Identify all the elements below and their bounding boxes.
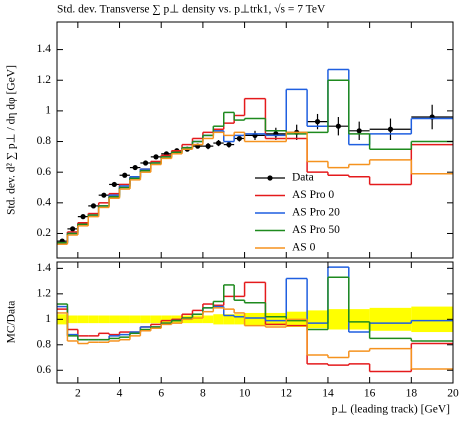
uncertainty-band [369, 307, 412, 331]
uncertainty-band [109, 315, 120, 324]
data-point [153, 154, 159, 160]
y-tick-label: 0.4 [37, 196, 52, 208]
data-point [132, 164, 138, 171]
y-tick-label: 0.8 [37, 135, 52, 147]
x-axis-label: p⊥ (leading track) [GeV] [332, 404, 450, 416]
uncertainty-band [140, 315, 151, 324]
data-point [226, 141, 232, 148]
plot-frame [56, 261, 454, 384]
uncertainty-band [150, 315, 162, 324]
x-tick-label: 14 [322, 388, 334, 400]
data-point [111, 181, 117, 188]
legend-label: AS 0 [292, 242, 316, 254]
data-point [387, 126, 394, 132]
uncertainty-band [234, 314, 245, 325]
x-tick-label: 6 [158, 388, 164, 400]
uncertainty-band [161, 315, 172, 324]
data-point [215, 140, 222, 146]
uncertainty-band [129, 315, 141, 324]
uncertainty-band [192, 315, 203, 324]
data-point [335, 123, 341, 129]
y-tick-label: 1.4 [37, 43, 52, 55]
x-tick-label: 16 [364, 388, 376, 400]
uncertainty-band [307, 310, 328, 329]
x-tick-label: 2 [75, 388, 81, 400]
data-point [205, 143, 211, 149]
uncertainty-band [98, 315, 110, 324]
data-point [90, 203, 97, 209]
x-tick-label: 4 [117, 388, 123, 400]
legend-marker [267, 175, 273, 181]
y-tick-label: 1.2 [37, 287, 52, 299]
uncertainty-band [77, 315, 89, 324]
data-point [356, 128, 362, 134]
y-tick-label: 1 [45, 313, 51, 325]
x-tick-label: 8 [200, 388, 206, 400]
chart-title: Std. dev. Transverse ∑ p⊥ density vs. p⊥… [57, 3, 326, 16]
ratio-y-axis-label: MC/Data [6, 301, 18, 344]
x-tick-label: 18 [406, 388, 418, 400]
uncertainty-band [67, 315, 78, 324]
y-tick-label: 0.8 [37, 338, 52, 350]
uncertainty-band [202, 315, 214, 324]
uncertainty-band [223, 314, 235, 325]
uncertainty-band [244, 312, 266, 326]
x-tick-label: 20 [447, 388, 459, 400]
x-tick-label: 10 [239, 388, 251, 400]
legend-label: AS Pro 0 [292, 189, 334, 201]
y-tick-label: 0.6 [37, 364, 52, 376]
uncertainty-band [88, 315, 99, 324]
uncertainty-band [411, 306, 453, 333]
uncertainty-band [119, 315, 130, 324]
data-point [70, 226, 76, 232]
data-point [142, 160, 149, 166]
data-point [80, 214, 86, 220]
x-tick-label: 12 [281, 388, 293, 400]
y-axis-label: Std. dev. d² ∑ p⊥ / dη dφ [GeV] [6, 65, 18, 215]
y-tick-label: 1 [45, 105, 51, 117]
uncertainty-band [327, 309, 349, 330]
legend-label: AS Pro 20 [292, 207, 340, 219]
y-tick-label: 0.6 [37, 166, 52, 178]
legend-label: Data [292, 172, 314, 184]
uncertainty-band [213, 314, 224, 325]
data-point [314, 119, 321, 125]
plot-frame [56, 21, 454, 259]
uncertainty-band [348, 309, 370, 330]
legend-label: AS Pro 50 [292, 224, 340, 236]
data-point [236, 135, 242, 142]
y-tick-label: 1.4 [37, 262, 52, 274]
data-point [101, 192, 107, 198]
y-tick-label: 0.2 [37, 227, 52, 239]
y-tick-label: 1.2 [37, 74, 52, 86]
data-point [122, 172, 128, 178]
